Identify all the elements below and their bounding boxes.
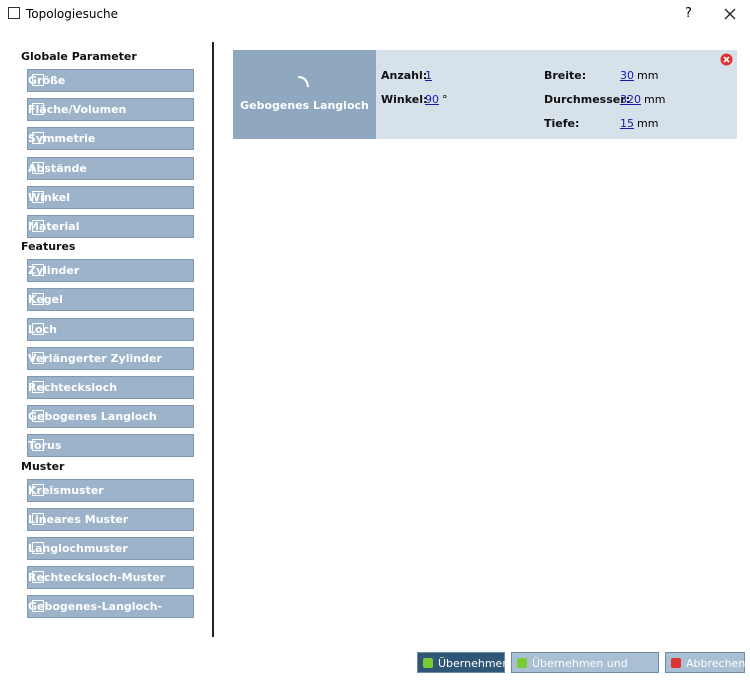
filter-button[interactable]: Material xyxy=(27,215,194,238)
field-value-row: 15 mm xyxy=(620,117,658,130)
filter-button[interactable]: Rechtecksloch xyxy=(27,376,194,399)
button-label: Übernehmen xyxy=(438,657,510,670)
field-value[interactable]: 30 xyxy=(620,69,634,82)
filter-button[interactable]: Kegel xyxy=(27,288,194,312)
field-value-row: 1 xyxy=(425,69,432,82)
field-label: Breite: xyxy=(544,69,587,82)
filter-button[interactable]: Symmetrie xyxy=(27,127,194,151)
filter-label: Kreismuster xyxy=(28,483,104,497)
field-unit: mm xyxy=(644,93,666,106)
filter-button[interactable]: Verlängerter Zylinder xyxy=(27,346,194,370)
filter-icon xyxy=(32,381,44,393)
field-value-row: 90 ° xyxy=(425,93,448,106)
filter-label: Winkel xyxy=(28,190,70,204)
filter-icon xyxy=(32,103,44,116)
filter-button[interactable]: Torus xyxy=(27,434,194,458)
filter-label: Loch xyxy=(28,322,57,336)
field-value-row: 30 mm xyxy=(620,69,658,82)
filter-label: Material xyxy=(28,220,80,233)
help-button[interactable]: ? xyxy=(685,6,692,21)
filter-icon xyxy=(32,161,44,174)
filter-label: Verlängerter Zylinder xyxy=(28,351,162,365)
button-label: Abbrechen xyxy=(686,657,746,670)
filter-label: Lineares Muster xyxy=(28,512,129,526)
filter-icon xyxy=(32,542,44,554)
filter-button[interactable]: Zylinder xyxy=(27,259,194,283)
filter-button[interactable]: Gebogenes-Langloch-Muster xyxy=(27,595,194,619)
filter-label: Zylinder xyxy=(28,264,80,278)
section-title: Globale Parameter xyxy=(21,50,137,63)
filter-label: Langlochmuster xyxy=(28,542,128,555)
field-label: Durchmesser: xyxy=(544,93,631,106)
field-label: Winkel: xyxy=(381,93,428,106)
card-icon xyxy=(297,76,309,88)
filter-icon xyxy=(32,293,44,306)
window-title: Topologiesuche xyxy=(26,7,119,21)
filter-icon xyxy=(32,351,44,364)
filter-button[interactable]: Kreismuster xyxy=(27,478,194,502)
field-value[interactable]: 15 xyxy=(620,117,634,130)
field-unit: mm xyxy=(637,117,659,130)
filter-icon xyxy=(32,74,44,86)
action-button[interactable]: Übernehmen und Suchen xyxy=(511,652,659,682)
filter-icon xyxy=(32,483,44,496)
filter-icon xyxy=(32,410,44,423)
field-label: Tiefe: xyxy=(544,117,580,130)
divider xyxy=(212,42,214,637)
filter-button[interactable]: Rechtecksloch-Muster xyxy=(27,566,194,590)
filter-icon xyxy=(32,322,44,335)
field-label: Anzahl: xyxy=(381,69,428,82)
close-button[interactable] xyxy=(724,8,736,20)
filter-button[interactable]: Loch xyxy=(27,317,194,341)
action-button[interactable]: Übernehmen xyxy=(417,652,510,673)
filter-icon xyxy=(32,132,44,145)
filter-icon xyxy=(32,264,44,277)
field-value[interactable]: 1 xyxy=(425,69,432,82)
button-label: Übernehmen und Suchen xyxy=(532,657,628,682)
filter-icon xyxy=(32,600,44,613)
filter-label: Fläche/Volumen xyxy=(28,103,127,117)
app-icon xyxy=(8,7,20,19)
filter-button[interactable]: Gebogenes Langloch xyxy=(27,405,194,429)
filter-button[interactable]: Langlochmuster xyxy=(27,537,194,560)
filter-icon xyxy=(32,512,44,525)
filter-icon xyxy=(32,220,44,232)
button-icon xyxy=(517,658,527,668)
card-title: Gebogenes Langloch xyxy=(240,99,369,112)
filter-label: Symmetrie xyxy=(28,132,96,146)
field-unit: ° xyxy=(442,93,448,106)
card-header: Gebogenes Langloch xyxy=(233,50,376,139)
filter-label: Gebogenes-Langloch-Muster xyxy=(28,600,163,614)
filter-icon xyxy=(32,190,44,203)
filter-icon xyxy=(32,571,44,584)
remove-card[interactable] xyxy=(720,53,733,66)
filter-button[interactable]: Abstände xyxy=(27,156,194,180)
field-value-row: 320 mm xyxy=(620,93,665,106)
filter-label: Rechtecksloch-Muster xyxy=(28,571,166,585)
field-value[interactable]: 90 xyxy=(425,93,439,106)
section-title: Features xyxy=(21,240,76,254)
filter-button[interactable]: Winkel xyxy=(27,185,194,209)
filter-label: Rechtecksloch xyxy=(28,381,118,394)
filter-label: Torus xyxy=(28,439,62,453)
filter-icon xyxy=(32,439,44,452)
button-icon xyxy=(671,658,681,668)
filter-button[interactable]: Fläche/Volumen xyxy=(27,98,194,122)
field-value[interactable]: 320 xyxy=(620,93,641,106)
result-card: Gebogenes Langloch Anzahl: 1 Winkel: 90 ° Bre… xyxy=(233,50,737,139)
filter-button[interactable]: Lineares Muster xyxy=(27,507,194,531)
section-title: Muster xyxy=(21,459,65,473)
filter-label: Gebogenes Langloch xyxy=(28,410,157,424)
filter-label: Kegel xyxy=(28,293,63,307)
filter-label: Abstände xyxy=(28,161,87,175)
filter-button[interactable]: Größe xyxy=(27,69,194,92)
action-button[interactable]: Abbrechen xyxy=(665,652,745,673)
filter-label: Größe xyxy=(28,74,66,87)
field-unit: mm xyxy=(637,69,659,82)
button-icon xyxy=(423,658,433,668)
